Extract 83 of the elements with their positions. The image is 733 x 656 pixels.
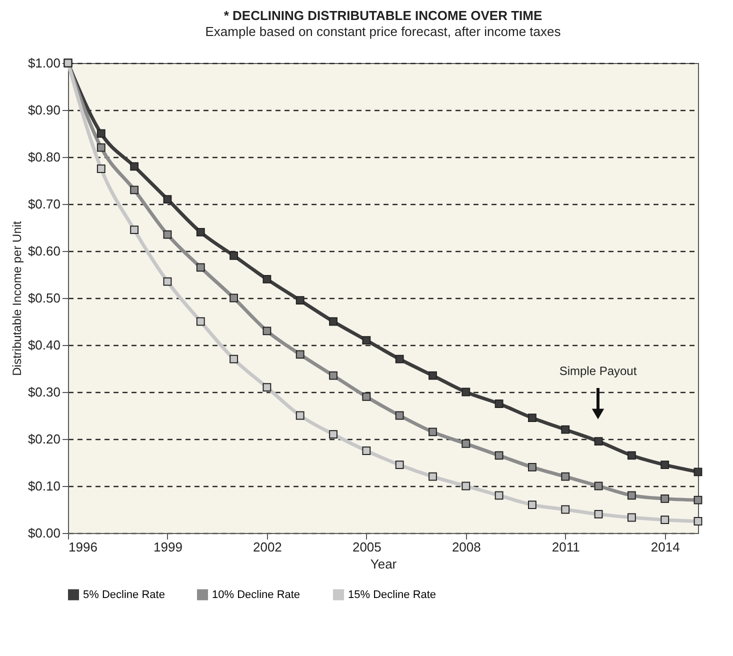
chart-subtitle: Example based on constant price forecast, after income taxes: [205, 24, 562, 39]
point: [362, 336, 371, 345]
y-tick-label: $1.00: [28, 56, 60, 70]
point: [196, 317, 205, 326]
x-axis-title: Year: [370, 556, 398, 572]
point: [296, 350, 304, 359]
point: [528, 500, 536, 510]
point: [262, 383, 272, 392]
legend-label: 15% Decline Rate: [348, 588, 436, 601]
y-tick-label: $0.50: [28, 290, 60, 306]
point: [163, 230, 172, 239]
point: [462, 482, 470, 490]
point: [428, 371, 437, 380]
point: [262, 326, 272, 336]
y-tick-label: $0.20: [28, 432, 60, 446]
point: [561, 425, 570, 434]
point: [96, 164, 106, 173]
point: [627, 451, 636, 460]
point: [196, 228, 205, 236]
point: [694, 496, 702, 504]
y-tick-label: $0.80: [28, 150, 60, 164]
y-tick-label: $0.40: [28, 338, 60, 352]
legend-label: 5% Decline Rate: [83, 588, 165, 601]
point: [395, 411, 404, 420]
annotation: Simple Payout: [559, 364, 638, 378]
point: [163, 195, 172, 204]
x-tick-label: 2008: [452, 540, 481, 554]
point: [329, 371, 338, 380]
chart-title: * DECLINING DISTRIBUTABLE INCOME OVER TIME: [224, 8, 542, 23]
point: [462, 388, 470, 396]
y-tick-label: $0.70: [28, 196, 60, 212]
point: [329, 317, 338, 326]
point: [694, 468, 702, 476]
x-tick-label: 1999: [154, 540, 182, 554]
point: [594, 482, 603, 490]
point: [196, 263, 205, 272]
x-tick-label: 2011: [552, 540, 580, 554]
x-tick-label: 2005: [352, 540, 382, 554]
point: [96, 129, 106, 138]
y-axis-title: Distributable Income per Unit: [10, 220, 24, 376]
x-tick-label: 1996: [68, 540, 98, 554]
point: [528, 414, 536, 422]
point: [395, 460, 404, 470]
x-tick-label: 2002: [252, 540, 282, 554]
point: [694, 517, 702, 526]
point: [230, 251, 238, 260]
point: [230, 354, 238, 364]
point: [130, 162, 139, 171]
y-tick-label: $0.10: [28, 478, 60, 494]
point: [660, 516, 670, 524]
y-tick-label: $0.60: [28, 244, 60, 258]
point: [528, 462, 536, 472]
point: [163, 277, 172, 286]
point: [329, 430, 338, 439]
point: [96, 143, 106, 152]
point: [462, 439, 470, 448]
y-tick-label: $0.00: [28, 526, 60, 540]
point: [395, 354, 404, 364]
point: [561, 505, 570, 514]
point: [428, 428, 437, 436]
legend-label: 10% Decline Rate: [212, 588, 300, 601]
x-tick-label: 2014: [650, 540, 680, 554]
point: [230, 294, 238, 302]
point: [627, 491, 636, 500]
point: [296, 296, 304, 305]
point: [130, 226, 139, 234]
y-tick-label: $0.90: [28, 102, 60, 118]
point: [494, 451, 504, 460]
point: [561, 472, 570, 481]
point: [594, 510, 603, 518]
point: [494, 400, 504, 408]
point: [296, 411, 304, 420]
point: [660, 460, 670, 470]
point: [660, 494, 670, 503]
point: [428, 472, 437, 481]
point: [627, 513, 636, 522]
point: [594, 437, 603, 446]
point: [262, 274, 272, 284]
point: [130, 186, 139, 194]
point: [362, 446, 371, 455]
point: [362, 392, 371, 401]
point: [494, 491, 504, 500]
y-tick-label: $0.30: [28, 384, 60, 400]
